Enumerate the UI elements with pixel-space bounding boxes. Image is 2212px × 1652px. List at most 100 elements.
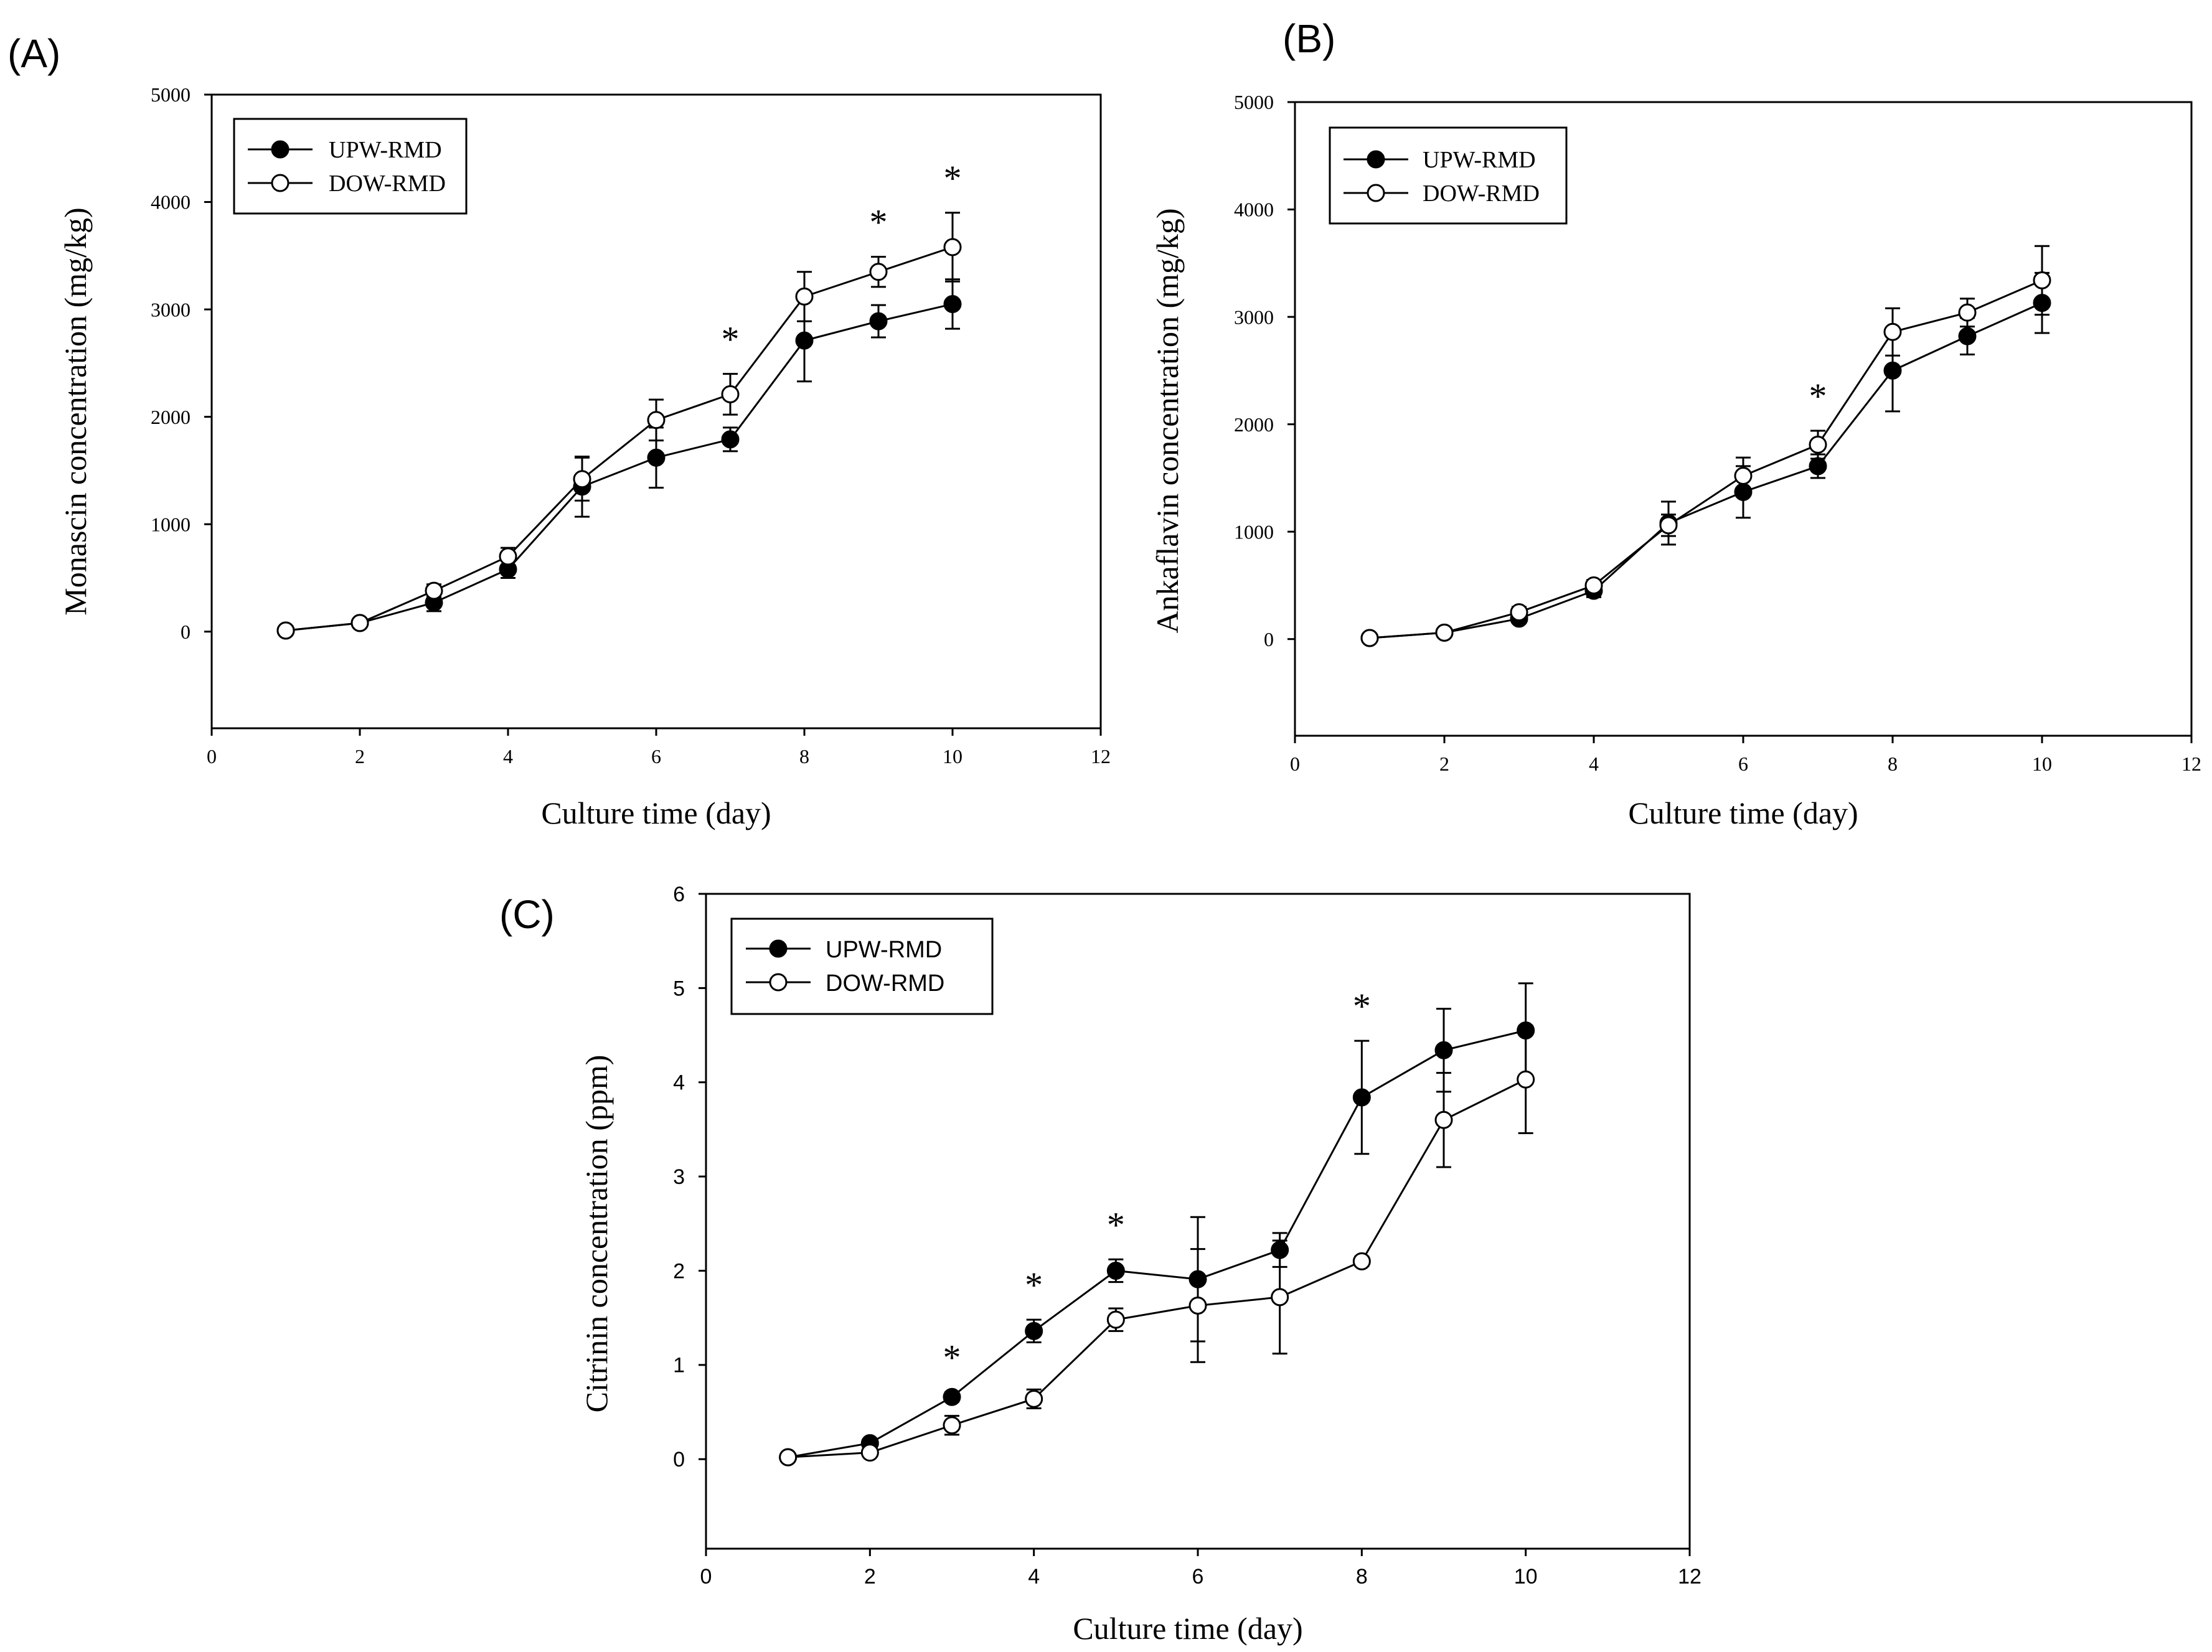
data-point [860,1443,879,1462]
significance-marker: * [1809,376,1827,416]
legend-label-upw: UPW-RMD [826,937,942,963]
legend-box [1329,126,1568,225]
legend-label-upw: UPW-RMD [329,137,442,163]
significance-marker: * [944,158,962,199]
legend: UPW-RMD DOW-RMD [730,918,994,1015]
data-point [1510,603,1528,622]
y-tick-label: 0 [1264,628,1274,650]
legend-label-dow: DOW-RMD [1423,181,1540,207]
plot-area: 0 2 4 6 8 10 12 0 1000 2000 3000 4000 5000 * * * [151,83,1111,767]
y-tick-label: 2 [673,1259,685,1283]
data-point [1188,1296,1207,1315]
legend-marker-upw [1367,150,1385,169]
legend-label-dow: DOW-RMD [826,970,944,997]
legend: UPW-RMD DOW-RMD [1329,126,1568,225]
data-point [1809,457,1827,476]
y-tick-label: 5000 [1234,91,1274,113]
data-point [1434,1041,1453,1059]
series-line [788,1030,1527,1458]
data-point [1352,1252,1371,1270]
data-point [1734,466,1753,485]
data-point [647,448,666,467]
plot-area: 0 2 4 6 8 10 12 0 1000 2000 3000 4000 5000 * [1234,91,2201,775]
x-tick-label: 12 [1678,1565,1701,1589]
legend-box [730,918,994,1015]
data-point [1883,322,1902,341]
series-line [285,246,953,632]
significance-marker: * [1025,1265,1043,1305]
panel-b: (B) Culture time (day) Ankaflavin concen… [1150,16,2201,830]
data-point [1352,1088,1371,1107]
panel-a: (A) Culture time (day) Monascin concentr… [7,31,1111,830]
data-point [721,430,740,449]
series-dow-rmd [276,212,962,640]
data-point [1883,361,1902,380]
panel-label: (B) [1282,16,1335,61]
data-point [943,238,962,256]
x-tick-label: 0 [207,745,217,767]
data-point [351,614,369,632]
data-point [943,1416,961,1435]
y-axis-label: Ankaflavin concentration (mg/kg) [1150,208,1185,633]
x-tick-label: 10 [943,745,962,767]
x-tick-label: 12 [1091,745,1111,767]
x-axis-label: Culture time (day) [1073,1611,1302,1646]
series-dow-rmd [1360,245,2051,647]
y-tick-label: 5 [673,977,685,1000]
data-point [721,385,740,403]
x-tick-label: 4 [1589,753,1599,775]
x-tick-label: 2 [864,1565,876,1589]
x-tick-label: 8 [1888,753,1898,775]
panel-label: (C) [499,892,555,937]
legend-label-upw: UPW-RMD [1423,147,1536,173]
series-line [1369,302,2043,639]
data-point [1025,1389,1043,1408]
x-tick-label: 8 [1356,1565,1368,1589]
data-point [2033,271,2051,289]
x-tick-label: 10 [1514,1565,1538,1589]
y-tick-label: 4000 [1234,199,1274,221]
series-upw-rmd [276,278,962,640]
significance-marker: * [722,319,740,360]
data-point [1106,1261,1125,1280]
panel-c: (C) Culture time (day) Citrinin concentr… [499,883,1701,1646]
y-axis-label: Monascin concentration (mg/kg) [58,207,93,615]
data-point [869,263,888,281]
legend-marker-upw [769,939,788,958]
data-point [573,470,591,489]
data-point [943,1387,961,1406]
legend: UPW-RMD DOW-RMD [233,118,468,215]
x-tick-label: 2 [355,745,365,767]
x-tick-label: 8 [799,745,809,767]
data-point [869,312,888,331]
data-point [1958,327,1977,345]
x-axis-label: Culture time (day) [541,795,771,830]
data-point [1434,1110,1453,1129]
significance-marker: * [1107,1204,1125,1245]
data-point [795,331,814,350]
y-tick-label: 0 [181,621,191,643]
data-point [1025,1321,1043,1340]
x-tick-label: 4 [1028,1565,1040,1589]
data-point [1271,1288,1289,1307]
panel-label: (A) [7,31,60,76]
y-tick-label: 3 [673,1165,685,1189]
legend-marker-dow [271,174,289,192]
y-tick-label: 2000 [151,406,191,428]
data-point [779,1448,798,1467]
data-point [943,294,962,313]
y-tick-label: 4000 [151,191,191,214]
y-tick-label: 1000 [151,513,191,535]
significance-marker: * [943,1338,961,1378]
x-tick-label: 2 [1439,753,1449,775]
y-tick-label: 2000 [1234,413,1274,436]
series-dow-rmd [779,1025,1535,1467]
data-point [276,621,295,640]
series-line [788,1078,1527,1458]
data-point [1517,1070,1535,1089]
x-tick-label: 6 [1192,1565,1204,1589]
data-point [499,547,517,566]
significance-marker: * [870,202,888,243]
